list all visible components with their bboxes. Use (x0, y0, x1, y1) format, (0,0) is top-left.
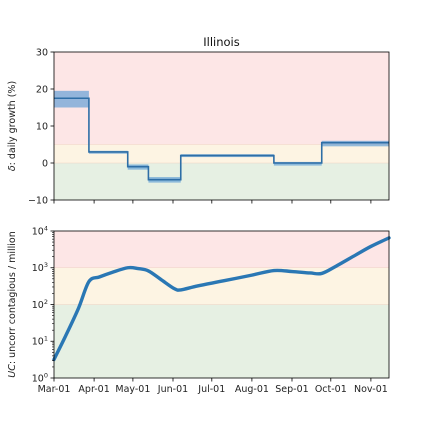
contagious-zone-0 (54, 231, 389, 268)
growth-x-ticks (53, 200, 372, 204)
contagious-series-line (52, 236, 391, 362)
contagious-y-tick-label-1: 101 (32, 335, 48, 348)
growth-line (54, 97, 389, 181)
contagious-panel: 100 101 102 103 104 Mar-01 Apr-01 May-01 Jun-01… (7, 224, 391, 395)
growth-zones (54, 52, 389, 200)
growth-zone-1 (54, 144, 389, 163)
contagious-x-tick-label-6: Sep-01 (275, 384, 308, 395)
growth-y-ticks: −10 0 10 20 30 (28, 47, 54, 206)
growth-band-segment-6 (321, 140, 389, 147)
contagious-x-ticks: Mar-01 Apr-01 May-01 Jun-01 Jul-01 Aug-01 Sep-… (38, 378, 388, 395)
growth-y-axis-label: δ: daily growth (%) (7, 81, 18, 171)
contagious-x-tick-label-8: Nov-01 (354, 384, 388, 395)
contagious-line (52, 236, 391, 362)
growth-zone-2 (54, 163, 389, 200)
contagious-x-tick-label-4: Jul-01 (197, 384, 225, 395)
contagious-x-tick-label-1: Apr-01 (78, 384, 109, 395)
contagious-y-tick-label-0: 100 (32, 371, 48, 384)
contagious-y-tick-label-4: 104 (32, 224, 48, 237)
contagious-x-tick-label-5: Aug-01 (235, 384, 269, 395)
contagious-y-ticks: 100 101 102 103 104 (32, 224, 54, 384)
growth-y-tick-label-4: 30 (36, 47, 48, 58)
growth-y-tick-label-3: 20 (36, 84, 48, 95)
growth-zone-0 (54, 52, 389, 145)
contagious-x-tick-label-3: Jun-01 (157, 384, 188, 395)
growth-y-tick-label-0: −10 (28, 195, 48, 206)
growth-y-tick-label-1: 0 (42, 158, 48, 169)
growth-band-segment-0 (54, 90, 89, 108)
contagious-zones (54, 231, 389, 378)
contagious-y-axis-label: UC: uncorr contagious / million (7, 231, 18, 378)
growth-series-line (54, 97, 389, 181)
growth-rate-panel: −10 0 10 20 30 Illinois δ: daily growth (%) (7, 35, 390, 206)
chart-title: Illinois (203, 35, 240, 49)
growth-y-tick-label-2: 10 (36, 121, 48, 132)
contagious-x-tick-label-0: Mar-01 (38, 384, 71, 395)
contagious-y-tick-label-2: 102 (32, 298, 48, 311)
contagious-y-tick-label-3: 103 (32, 261, 48, 274)
contagious-zone-2 (54, 304, 389, 378)
contagious-zone-1 (54, 267, 389, 305)
contagious-x-tick-label-2: May-01 (115, 384, 150, 395)
contagious-x-tick-label-7: Oct-01 (315, 384, 347, 395)
